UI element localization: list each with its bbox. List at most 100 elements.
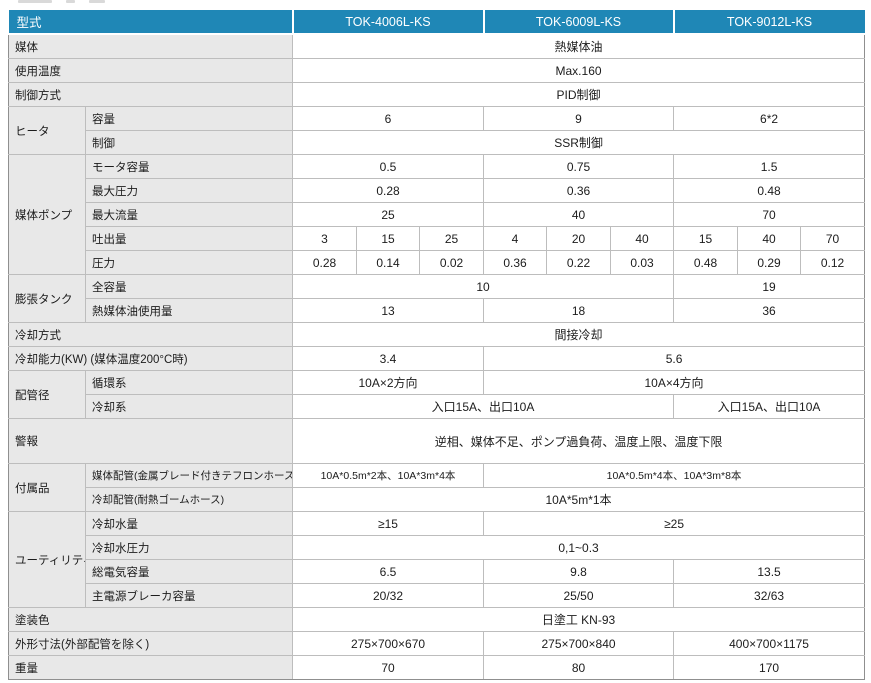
value-pump-discharge-8: 40 [737,226,802,251]
spec-table: 型式 TOK-4006L-KS TOK-6009L-KS TOK-9012L-K… [7,10,866,680]
value-cooling-capacity-1: 3.4 [292,346,485,371]
value-pump-motor-3: 1.5 [673,154,866,179]
value-pump-pressure-8: 0.29 [737,250,802,275]
value-pump-max-flow-3: 70 [673,202,866,227]
value-operating-temp: Max.160 [292,58,866,83]
model-column-header: 型式 [8,10,294,35]
value-pump-discharge-1: 3 [292,226,358,251]
label-tank-oil-usage: 熱媒体油使用量 [84,298,294,323]
value-utility-electric-2: 9.8 [483,559,675,584]
value-utility-electric-1: 6.5 [292,559,485,584]
value-pump-pressure-3: 0.02 [419,250,485,275]
row-alarm: 警報 逆相、媒体不足、ポンプ過負荷、温度上限、温度下限 [7,418,866,464]
value-utility-breaker-3: 32/63 [673,583,866,608]
label-pipe-cooling: 冷却系 [84,394,294,419]
value-utility-water-flow-1: ≥15 [292,511,485,536]
value-pump-discharge-6: 40 [610,226,675,251]
label-cooling-capacity: 冷却能力(KW) (媒体温度200°C時) [7,346,294,371]
model-name-tok-6009l-ks: TOK-6009L-KS [483,10,675,35]
row-accessory-cooling-pipe: 冷却配管(耐熱ゴームホース) 10A*5m*1本 [9,487,866,512]
value-utility-water-pressure: 0,1~0.3 [292,535,866,560]
group-label-pipe: 配管径 [8,370,86,419]
row-utility-water-pressure: 冷却水圧力 0,1~0.3 [9,535,866,560]
label-cooling-method: 冷却方式 [7,322,294,347]
value-pump-pressure-6: 0.03 [610,250,675,275]
row-pump-pressure: 圧力 0.28 0.14 0.02 0.36 0.22 0.03 0.48 0.… [9,250,866,275]
group-label-accessories: 付属品 [8,463,86,512]
value-pump-pressure-4: 0.36 [483,250,548,275]
row-utility-water-flow: ユーティリティ 冷却水量 ≥15 ≥25 [8,511,866,608]
value-pump-discharge-3: 25 [419,226,485,251]
label-pipe-circulation: 循環系 [84,370,294,395]
value-pipe-cooling-1: 入口15A、出口10A [292,394,675,419]
value-media: 熱媒体油 [292,33,866,59]
label-dimensions: 外形寸法(外部配管を除く) [7,631,294,656]
value-accessory-cooling-pipe: 10A*5m*1本 [292,487,866,512]
row-heater-control: 制御 SSR制御 [9,130,866,155]
row-control-method: 制御方式 PID制御 [7,82,866,107]
label-pump-max-flow: 最大流量 [84,202,294,227]
model-name-tok-4006l-ks: TOK-4006L-KS [292,10,485,35]
value-accessory-media-pipe-1: 10A*0.5m*2本、10A*3m*4本 [292,463,485,488]
label-utility-water-flow: 冷却水量 [84,511,294,536]
value-pump-motor-1: 0.5 [292,154,485,179]
row-paint-color: 塗装色 日塗工 KN-93 [7,607,866,632]
value-heater-capacity-1: 6 [292,106,485,131]
row-tank-total: 膨張タンク 全容量 10 19 [8,274,866,323]
value-pump-pressure-1: 0.28 [292,250,358,275]
row-cooling-method: 冷却方式 間接冷却 [7,322,866,347]
value-heater-control: SSR制御 [292,130,866,155]
value-pump-max-flow-1: 25 [292,202,485,227]
label-pump-pressure: 圧力 [84,250,294,275]
value-weight-3: 170 [673,655,866,680]
value-alarm: 逆相、媒体不足、ポンプ過負荷、温度上限、温度下限 [292,418,866,464]
value-pump-discharge-7: 15 [673,226,739,251]
label-alarm: 警報 [7,418,294,464]
label-paint-color: 塗装色 [7,607,294,632]
label-accessory-cooling-pipe: 冷却配管(耐熱ゴームホース) [84,487,294,512]
label-weight: 重量 [7,655,294,680]
row-dimensions: 外形寸法(外部配管を除く) 275×700×670 275×700×840 40… [7,631,866,656]
model-name-tok-9012l-ks: TOK-9012L-KS [673,10,865,35]
value-tank-total-2: 19 [673,274,866,299]
value-pump-discharge-9: 70 [800,226,866,251]
label-utility-breaker: 主電源ブレーカ容量 [84,583,294,608]
cropped-text-artifact [18,0,105,4]
label-media: 媒体 [7,33,294,59]
value-cooling-method: 間接冷却 [292,322,866,347]
table-header-row: 型式 TOK-4006L-KS TOK-6009L-KS TOK-9012L-K… [8,10,865,35]
value-weight-2: 80 [483,655,675,680]
value-dimensions-3: 400×700×1175 [673,631,866,656]
value-pipe-cooling-2: 入口15A、出口10A [673,394,866,419]
value-tank-total-1: 10 [292,274,675,299]
value-tank-oil-usage-2: 18 [483,298,675,323]
value-control-method: PID制御 [292,82,866,107]
label-heater-control: 制御 [84,130,294,155]
value-tank-oil-usage-3: 36 [673,298,866,323]
value-dimensions-2: 275×700×840 [483,631,675,656]
label-pump-max-pressure: 最大圧力 [84,178,294,203]
value-pump-pressure-2: 0.14 [356,250,421,275]
value-pump-discharge-5: 20 [546,226,612,251]
value-pump-discharge-4: 4 [483,226,548,251]
value-pump-max-flow-2: 40 [483,202,675,227]
label-operating-temp: 使用温度 [7,58,294,83]
label-accessory-media-pipe: 媒体配管(金属ブレード付きテフロンホース) [84,463,294,488]
row-pipe-cooling: 冷却系 入口15A、出口10A 入口15A、出口10A [9,394,866,419]
value-pump-discharge-2: 15 [356,226,421,251]
row-pipe-circulation: 配管径 循環系 10A×2方向 10A×4方向 [8,370,866,419]
value-pump-motor-2: 0.75 [483,154,675,179]
row-utility-electric: 総電気容量 6.5 9.8 13.5 [9,559,866,584]
value-utility-electric-3: 13.5 [673,559,866,584]
row-operating-temp: 使用温度 Max.160 [7,58,866,83]
value-utility-breaker-1: 20/32 [292,583,485,608]
value-pump-max-pressure-2: 0.36 [483,178,675,203]
value-heater-capacity-2: 9 [483,106,675,131]
value-weight-1: 70 [292,655,485,680]
value-pipe-circulation-2: 10A×4方向 [483,370,866,395]
row-accessory-media-pipe: 付属品 媒体配管(金属ブレード付きテフロンホース) 10A*0.5m*2本、10… [8,463,866,512]
value-pump-pressure-7: 0.48 [673,250,739,275]
value-dimensions-1: 275×700×670 [292,631,485,656]
group-label-utility: ユーティリティ [8,511,86,608]
row-pump-discharge: 吐出量 3 15 25 4 20 40 15 40 70 [9,226,866,251]
